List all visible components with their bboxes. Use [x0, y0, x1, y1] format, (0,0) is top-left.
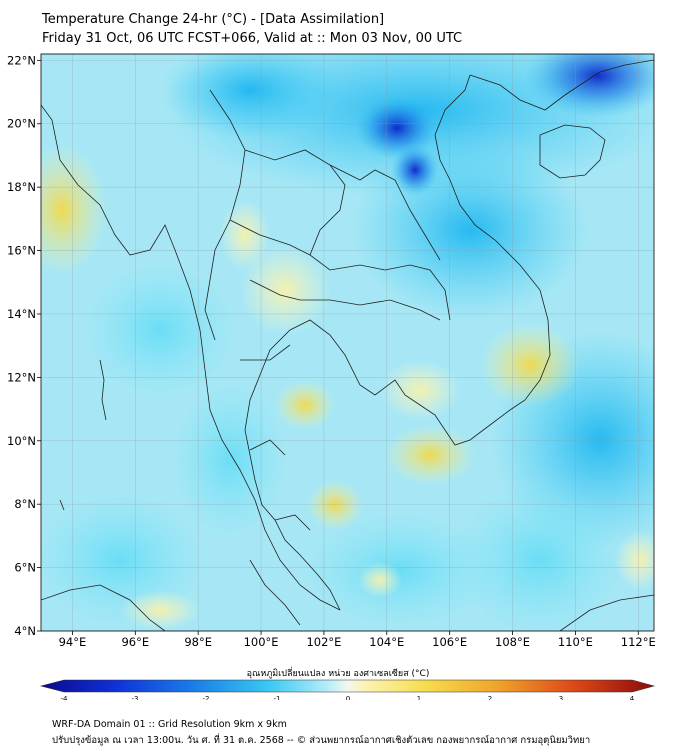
chart-title: Temperature Change 24-hr (°C) - [Data As…: [42, 12, 385, 27]
lat-label: 6°N: [14, 561, 36, 575]
chart-subtitle: Friday 31 Oct, 06 UTC FCST+066, Valid at…: [42, 31, 463, 46]
lat-label: 20°N: [7, 117, 36, 131]
colorbar-bar: [39, 679, 656, 693]
lon-label: 104°E: [369, 635, 404, 649]
lon-label: 106°E: [432, 635, 467, 649]
colorbar: -4 -3 -2 -1 0 1 2 3 4: [39, 679, 656, 700]
lon-label: 112°E: [621, 635, 656, 649]
lat-label: 8°N: [14, 497, 36, 511]
colorbar-tick-label: 3: [559, 695, 563, 700]
lat-label: 18°N: [7, 180, 36, 194]
colorbar-tick-label: 4: [630, 695, 635, 700]
latitude-labels: 22°N 20°N 18°N 16°N 14°N 12°N 10°N 8°N 6°N 4°N: [7, 53, 41, 638]
lon-label: 108°E: [495, 635, 530, 649]
map-frame: [40, 53, 655, 632]
coastlines-borders: [41, 59, 654, 631]
colorbar-tick-label: -3: [132, 695, 139, 700]
temperature-field: [41, 54, 654, 631]
gridlines: [41, 54, 654, 632]
colorbar-tick-label: 0: [346, 695, 350, 700]
colorbar-ticks: -4 -3 -2 -1 0 1 2 3 4: [61, 695, 635, 700]
longitude-labels: 94°E 96°E 98°E 100°E 102°E 104°E 106°E 108°E 110…: [59, 631, 656, 649]
lat-label: 22°N: [7, 53, 36, 67]
colorbar-tick-label: 1: [417, 695, 421, 700]
footer-model-info: WRF-DA Domain 01 :: Grid Resolution 9km …: [52, 719, 287, 730]
lat-label: 12°N: [7, 370, 36, 384]
colorbar-tick-label: -2: [203, 695, 210, 700]
lat-label: 10°N: [7, 434, 36, 448]
temperature-change-map: 94°E 96°E 98°E 100°E 102°E 104°E 106°E 108°E 110…: [7, 53, 656, 700]
lon-label: 100°E: [244, 635, 279, 649]
lat-label: 14°N: [7, 307, 36, 321]
colorbar-tick-label: 2: [488, 695, 492, 700]
lon-label: 102°E: [306, 635, 341, 649]
colorbar-title: อุณหภูมิเปลี่ยนแปลง หน่วย องศาเซลเซียส (…: [246, 669, 430, 679]
lat-label: 16°N: [7, 244, 36, 258]
lon-label: 98°E: [184, 635, 212, 649]
lon-label: 96°E: [121, 635, 149, 649]
lon-label: 94°E: [59, 635, 87, 649]
lon-label: 110°E: [558, 635, 593, 649]
footer-credits: ปรับปรุงข้อมูล ณ เวลา 13:00น. วัน ศ. ที่…: [52, 735, 591, 746]
colorbar-tick-label: -4: [61, 695, 69, 700]
colorbar-tick-label: -1: [274, 695, 281, 700]
lat-label: 4°N: [14, 624, 36, 638]
